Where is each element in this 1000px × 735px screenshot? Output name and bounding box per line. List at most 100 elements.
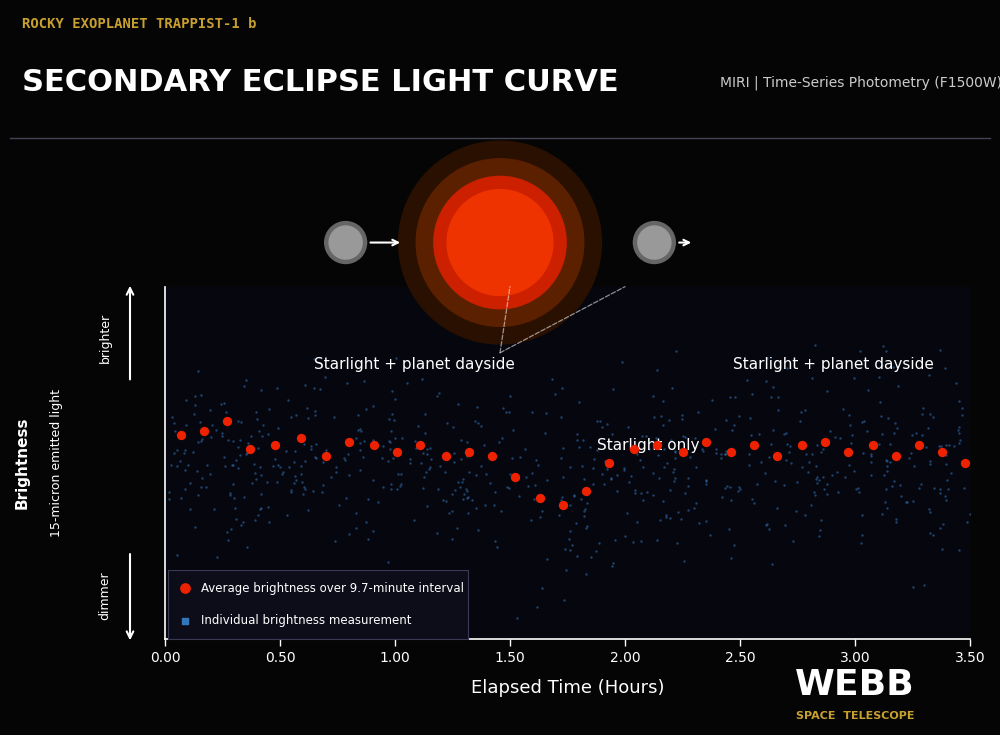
Point — [601, 435, 617, 447]
Point — [375, 481, 391, 492]
Point — [884, 480, 900, 492]
Point — [230, 462, 246, 473]
Point — [726, 539, 742, 551]
Point — [365, 474, 381, 486]
Point — [616, 462, 632, 473]
Point — [192, 416, 208, 428]
Point — [186, 409, 202, 420]
Point — [854, 529, 870, 541]
Point — [297, 483, 313, 495]
Point — [512, 451, 528, 463]
Point — [941, 439, 957, 451]
Point — [882, 438, 898, 450]
Point — [922, 455, 938, 467]
Point — [807, 339, 823, 351]
Point — [842, 419, 858, 431]
Point — [532, 512, 548, 523]
Point — [499, 481, 515, 493]
Point — [487, 535, 503, 547]
Point — [921, 503, 937, 515]
Point — [898, 496, 914, 508]
Text: Individual brightness measurement: Individual brightness measurement — [201, 614, 412, 627]
Point — [578, 522, 594, 534]
Point — [223, 523, 239, 535]
Point — [682, 451, 698, 462]
Point — [444, 488, 460, 500]
Point — [410, 420, 426, 431]
Point — [534, 582, 550, 594]
Point — [163, 459, 179, 470]
Point — [414, 359, 430, 370]
Point — [326, 411, 342, 423]
Text: Starlight only: Starlight only — [597, 438, 699, 453]
Point — [903, 447, 919, 459]
Point — [380, 456, 396, 467]
Point — [676, 556, 692, 567]
Point — [306, 353, 322, 365]
Point — [555, 471, 571, 483]
Point — [874, 428, 890, 440]
Point — [402, 456, 418, 468]
Point — [365, 525, 381, 537]
Point — [723, 447, 739, 459]
Point — [789, 476, 805, 488]
Point — [777, 519, 793, 531]
Point — [722, 391, 738, 403]
Point — [244, 477, 260, 489]
Point — [812, 524, 828, 536]
Point — [759, 518, 775, 530]
Point — [713, 448, 729, 459]
Point — [886, 476, 902, 487]
Point — [804, 373, 820, 384]
Point — [761, 523, 777, 535]
Point — [776, 478, 792, 490]
Point — [429, 527, 445, 539]
Point — [336, 452, 352, 464]
Point — [666, 464, 682, 476]
Point — [621, 476, 637, 488]
Point — [553, 452, 569, 464]
Point — [816, 484, 832, 495]
Point — [341, 436, 357, 448]
Point — [601, 457, 617, 469]
Point — [571, 396, 587, 408]
Point — [193, 390, 209, 401]
Point — [177, 465, 193, 476]
Point — [389, 447, 405, 459]
Point — [502, 390, 518, 402]
Point — [782, 440, 798, 451]
Text: Brightness: Brightness — [14, 417, 30, 509]
Point — [686, 503, 702, 514]
Point — [932, 484, 948, 495]
Point — [393, 478, 409, 490]
Point — [432, 461, 448, 473]
Point — [551, 509, 567, 521]
Text: SPACE  TELESCOPE: SPACE TELESCOPE — [796, 711, 914, 721]
Point — [456, 487, 472, 499]
Point — [578, 485, 594, 497]
Point — [680, 480, 696, 492]
Point — [283, 484, 299, 495]
Point — [698, 478, 714, 490]
Point — [353, 425, 369, 437]
Point — [596, 478, 612, 490]
Point — [182, 503, 198, 515]
Point — [187, 521, 203, 533]
Point — [832, 432, 848, 444]
Point — [890, 380, 906, 392]
Point — [607, 534, 623, 545]
Point — [932, 522, 948, 534]
Point — [528, 454, 544, 466]
Point — [384, 385, 400, 397]
Point — [248, 406, 264, 418]
Point — [688, 497, 704, 509]
Point — [348, 522, 364, 534]
Point — [798, 448, 814, 460]
Point — [287, 470, 303, 481]
Point — [455, 493, 471, 505]
Point — [859, 426, 875, 437]
Point — [708, 448, 724, 459]
Point — [544, 373, 560, 384]
Point — [511, 490, 527, 502]
Point — [694, 444, 710, 456]
